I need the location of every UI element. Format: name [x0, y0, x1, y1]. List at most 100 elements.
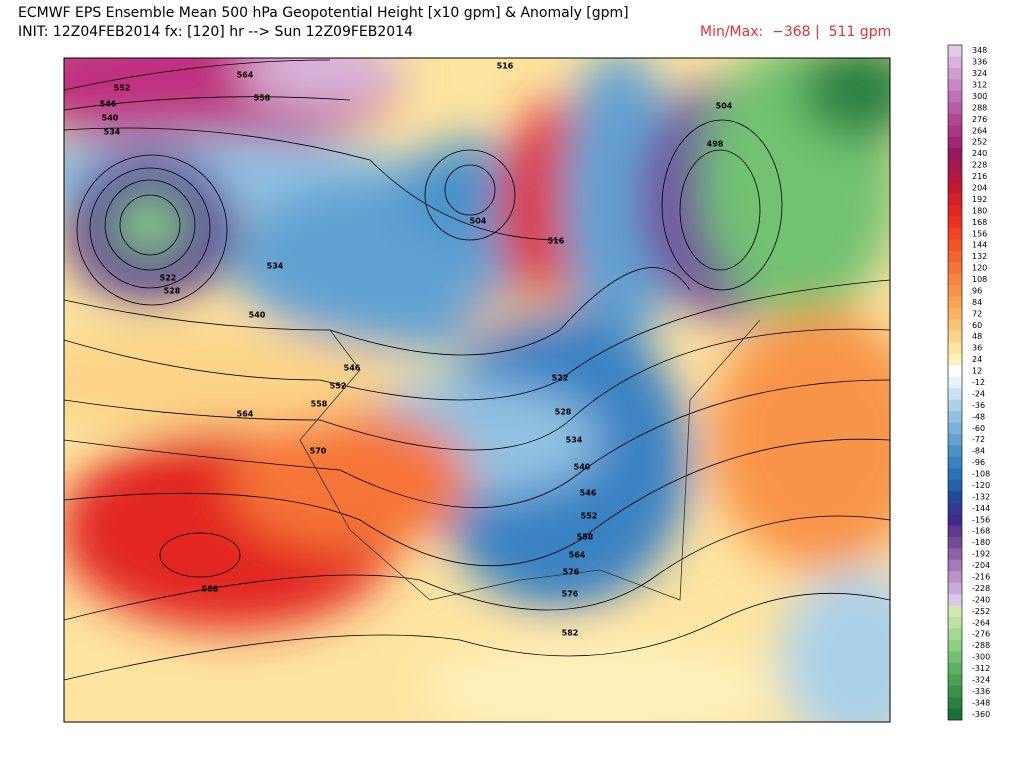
colorbar-swatch [948, 525, 962, 538]
colorbar-label: 12 [972, 367, 982, 376]
colorbar-label: 348 [972, 46, 987, 55]
contour-label: 576 [562, 590, 579, 599]
colorbar-swatch [948, 651, 962, 664]
colorbar-label: 216 [972, 172, 987, 181]
colorbar-label: -324 [972, 675, 990, 684]
contour-label: 540 [102, 114, 119, 123]
colorbar-swatch [948, 147, 962, 160]
colorbar-label: 156 [972, 229, 987, 238]
colorbar-swatch [948, 45, 962, 57]
contour-label: 498 [707, 140, 724, 149]
colorbar-swatch [948, 308, 962, 320]
colorbar-swatch [948, 685, 962, 698]
colorbar-swatch [948, 216, 962, 229]
colorbar-swatch [948, 697, 962, 709]
colorbar-label: -252 [972, 607, 990, 616]
colorbar: 348 336 324 312 300 288 276 264 252 240 228 216 204 1… [947, 44, 990, 721]
contour-label: 534 [104, 128, 121, 137]
colorbar-swatch [948, 548, 962, 561]
colorbar-label: 72 [972, 309, 982, 318]
colorbar-swatch [948, 250, 962, 263]
contour-label: 534 [566, 436, 583, 445]
colorbar-swatch [948, 662, 962, 675]
colorbar-swatch [948, 67, 962, 80]
colorbar-label: -216 [972, 572, 990, 581]
anomaly-field [64, 58, 890, 722]
colorbar-label: 60 [972, 321, 982, 330]
map-frame [63, 57, 891, 723]
colorbar-swatch [948, 262, 962, 275]
colorbar-swatch [948, 193, 962, 206]
colorbar-swatch [948, 273, 962, 286]
colorbar-label: 48 [972, 332, 982, 341]
colorbar-label: -276 [972, 630, 990, 639]
colorbar-swatch [948, 594, 962, 606]
colorbar-label: -240 [972, 595, 990, 604]
contours [64, 59, 890, 681]
colorbar-label: -36 [972, 401, 985, 410]
contour-label: 558 [311, 400, 328, 409]
colorbar-swatch [948, 376, 962, 389]
colorbar-swatch [948, 365, 962, 378]
colorbar-label: 336 [972, 58, 987, 67]
colorbar-label: -72 [972, 435, 985, 444]
contour-label: 522 [160, 274, 177, 283]
colorbar-label: 24 [972, 355, 982, 364]
colorbar-label: 108 [972, 275, 987, 284]
colorbar-label: -96 [972, 458, 985, 467]
colorbar-label: 204 [972, 184, 987, 193]
colorbar-label: -12 [972, 378, 985, 387]
contour-label: 516 [497, 62, 514, 71]
contour-label: 570 [310, 447, 327, 456]
colorbar-label: 168 [972, 218, 987, 227]
colorbar-label: -84 [972, 447, 985, 456]
colorbar-label: 120 [972, 264, 987, 273]
colorbar-label: -204 [972, 561, 990, 570]
colorbar-swatch [948, 536, 962, 549]
colorbar-label: 228 [972, 161, 987, 170]
colorbar-label: 132 [972, 252, 987, 261]
colorbar-swatch [948, 331, 962, 343]
colorbar-label: -24 [972, 389, 985, 398]
colorbar-label: -264 [972, 618, 990, 627]
colorbar-label: -120 [972, 481, 990, 490]
contour-label: 534 [267, 262, 284, 271]
colorbar-label: 96 [972, 286, 982, 295]
min-max: Min/Max: −368 | 511 gpm [700, 24, 891, 40]
contour-label: 504 [716, 102, 733, 111]
contour-label: 564 [237, 71, 254, 80]
colorbar-swatch [948, 571, 962, 584]
colorbar-swatch [948, 639, 962, 652]
map: 564 552 546 540 534 558 504 516 516 522 528 534 540 5… [64, 58, 890, 722]
colorbar-swatch [948, 411, 962, 423]
colorbar-label: 312 [972, 81, 987, 90]
colorbar-swatch [948, 468, 962, 481]
colorbar-swatch [948, 319, 962, 332]
colorbar-swatch [948, 353, 962, 366]
contour-label: 540 [574, 463, 591, 472]
contour-label: 564 [237, 410, 254, 419]
colorbar-label: -60 [972, 424, 985, 433]
colorbar-swatch [948, 239, 962, 252]
contour-label: 546 [580, 489, 597, 498]
contour-label: 522 [552, 374, 569, 383]
colorbar-swatch [948, 502, 962, 515]
colorbar-label: -228 [972, 584, 990, 593]
colorbar-swatch [948, 399, 962, 412]
colorbar-frame [947, 44, 963, 721]
colorbar-label: -192 [972, 550, 990, 559]
colorbar-swatch [948, 79, 962, 92]
colorbar-label: -360 [972, 710, 990, 719]
colorbar-swatch [948, 456, 962, 469]
colorbar-label: -132 [972, 492, 990, 501]
contour-label: 552 [330, 382, 347, 391]
colorbar-label: -336 [972, 687, 990, 696]
colorbar-swatch [948, 125, 962, 137]
colorbar-swatch [948, 228, 962, 240]
contour-label: 552 [581, 512, 598, 521]
colorbar-label: 288 [972, 103, 987, 112]
colorbar-swatch [948, 56, 962, 69]
colorbar-label: -156 [972, 515, 990, 524]
colorbar-label: 144 [972, 241, 987, 250]
title: ECMWF EPS Ensemble Mean 500 hPa Geopoten… [18, 5, 629, 21]
